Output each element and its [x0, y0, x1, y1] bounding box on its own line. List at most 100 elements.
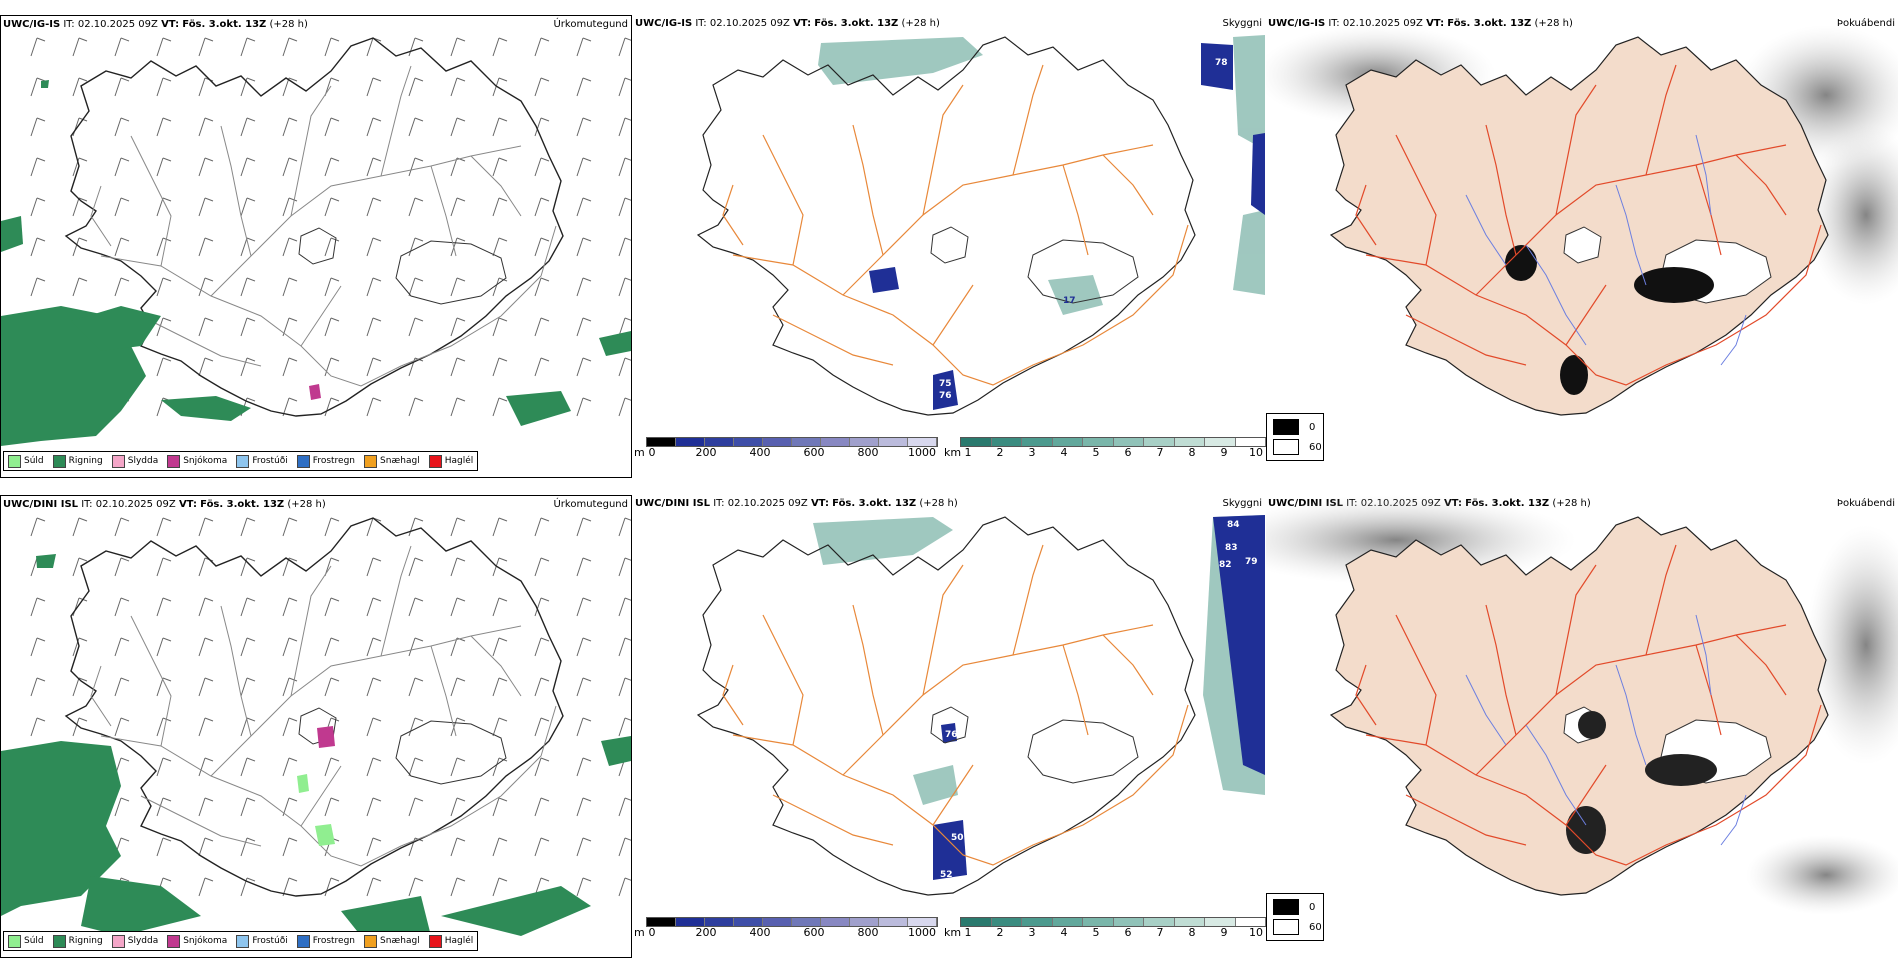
wind-barb — [618, 117, 626, 137]
colorbar-tick-label: 4 — [1060, 926, 1068, 939]
wind-barb-tick — [372, 277, 382, 282]
wind-barb-tick — [414, 517, 424, 522]
panel-tag: Skyggni — [1222, 498, 1262, 509]
wind-barb-tick — [120, 277, 130, 282]
wind-barb-tick — [456, 677, 466, 682]
wind-barb-tick — [498, 237, 508, 242]
wind-barb-tick — [288, 357, 298, 362]
wind-barb — [618, 837, 626, 857]
wind-barb — [534, 837, 542, 857]
wind-barb-tick — [288, 397, 298, 402]
wind-barb-tick — [372, 317, 382, 322]
wind-barb-tick — [498, 837, 508, 842]
wind-barb-tick — [36, 717, 46, 722]
panel-title: UWC/IG-IS IT: 02.10.2025 09Z VT: Fös. 3.… — [635, 18, 940, 29]
wind-barb — [450, 757, 458, 777]
wind-barb-tick — [414, 117, 424, 122]
wind-barb-tick — [372, 837, 382, 842]
wind-barb-tick — [36, 517, 46, 522]
colorbar-visibility: km 1 2 3 4 5 6 7 8 9 10 — [944, 437, 1267, 459]
wind-barb — [282, 37, 290, 57]
wind-barb — [576, 37, 584, 57]
colorbar-tick-label: 0 — [648, 926, 656, 939]
wind-barb-tick — [624, 77, 631, 81]
wind-barb-tick — [624, 277, 631, 281]
cloud-panel-row1: UWC/IG-IS IT: 02.10.2025 09Z VT: Fös. 3.… — [633, 15, 1265, 478]
wind-barb-tick — [288, 877, 298, 882]
wind-barb-tick — [540, 837, 550, 842]
wind-barb — [114, 597, 122, 617]
wind-barb — [72, 277, 80, 297]
iceland-land — [1329, 516, 1829, 896]
legend-item: Snæhagl — [364, 934, 420, 948]
wind-barb — [576, 237, 584, 257]
wind-barb — [114, 77, 122, 97]
wind-barb-tick — [456, 597, 466, 602]
wind-barb-tick — [120, 197, 130, 202]
legend-label: Snæhagl — [380, 456, 420, 466]
panel-title: UWC/DINI ISL IT: 02.10.2025 09Z VT: Fös.… — [3, 499, 326, 510]
wind-barb-tick — [246, 37, 256, 42]
colorbar-tick-label: 1000 — [908, 446, 936, 459]
colorbar-tick-label: 6 — [1124, 926, 1132, 939]
wind-barb-tick — [120, 77, 130, 82]
wind-barb — [198, 117, 206, 137]
glacier-outline — [930, 706, 969, 744]
legend-item: Frostregn — [296, 934, 355, 948]
wind-barb-tick — [204, 757, 214, 762]
wind-barb-tick — [414, 157, 424, 162]
wind-barb-tick — [330, 237, 340, 242]
wind-barb-tick — [540, 717, 550, 722]
wind-barb-tick — [330, 117, 340, 122]
wind-barb-tick — [540, 117, 550, 122]
wind-barb-tick — [162, 517, 172, 522]
wind-barb — [156, 597, 164, 617]
wind-barb-tick — [414, 597, 424, 602]
cloud-base-label: 75 — [939, 379, 952, 389]
wind-barb-tick — [162, 677, 172, 682]
wind-barb — [72, 77, 80, 97]
wind-barb — [240, 677, 248, 697]
panel-tag: Úrkomutegund — [553, 499, 628, 510]
wind-barb-tick — [414, 877, 424, 882]
wind-barb-tick — [204, 37, 214, 42]
wind-barb-tick — [540, 157, 550, 162]
wind-barb — [576, 157, 584, 177]
wind-barb-tick — [330, 277, 340, 282]
legend-item: Slydda — [111, 934, 158, 948]
wind-barb — [450, 197, 458, 217]
wind-barb — [198, 677, 206, 697]
wind-barb-tick — [456, 757, 466, 762]
wind-barb — [72, 677, 80, 697]
cloud-base-label: 76 — [945, 730, 958, 740]
wind-barb — [156, 397, 164, 417]
wind-barb-tick — [204, 117, 214, 122]
wind-barb — [240, 517, 248, 537]
wind-barb — [366, 117, 374, 137]
wind-barb-tick — [540, 517, 550, 522]
wind-barb-tick — [78, 237, 88, 242]
wind-barb — [618, 637, 626, 657]
wind-barb — [534, 317, 542, 337]
wind-barb-tick — [372, 397, 382, 402]
wind-barb-tick — [372, 157, 382, 162]
wind-barb-tick — [456, 157, 466, 162]
wind-barb — [450, 317, 458, 337]
wind-barb-tick — [456, 397, 466, 402]
legend-swatch — [236, 934, 250, 948]
wind-barb-tick — [162, 557, 172, 562]
wind-barb — [492, 597, 500, 617]
wind-barb-tick — [36, 597, 46, 602]
wind-barb — [240, 317, 248, 337]
wind-barb — [492, 717, 500, 737]
wind-barb-tick — [582, 717, 592, 722]
wind-barb — [240, 37, 248, 57]
wind-barb — [492, 77, 500, 97]
wind-barb — [240, 357, 248, 377]
wind-barb — [576, 757, 584, 777]
road-network — [722, 544, 1189, 866]
wind-barb-tick — [246, 117, 256, 122]
legend-swatch — [364, 934, 378, 948]
wind-barb — [114, 797, 122, 817]
wind-barb — [198, 837, 206, 857]
